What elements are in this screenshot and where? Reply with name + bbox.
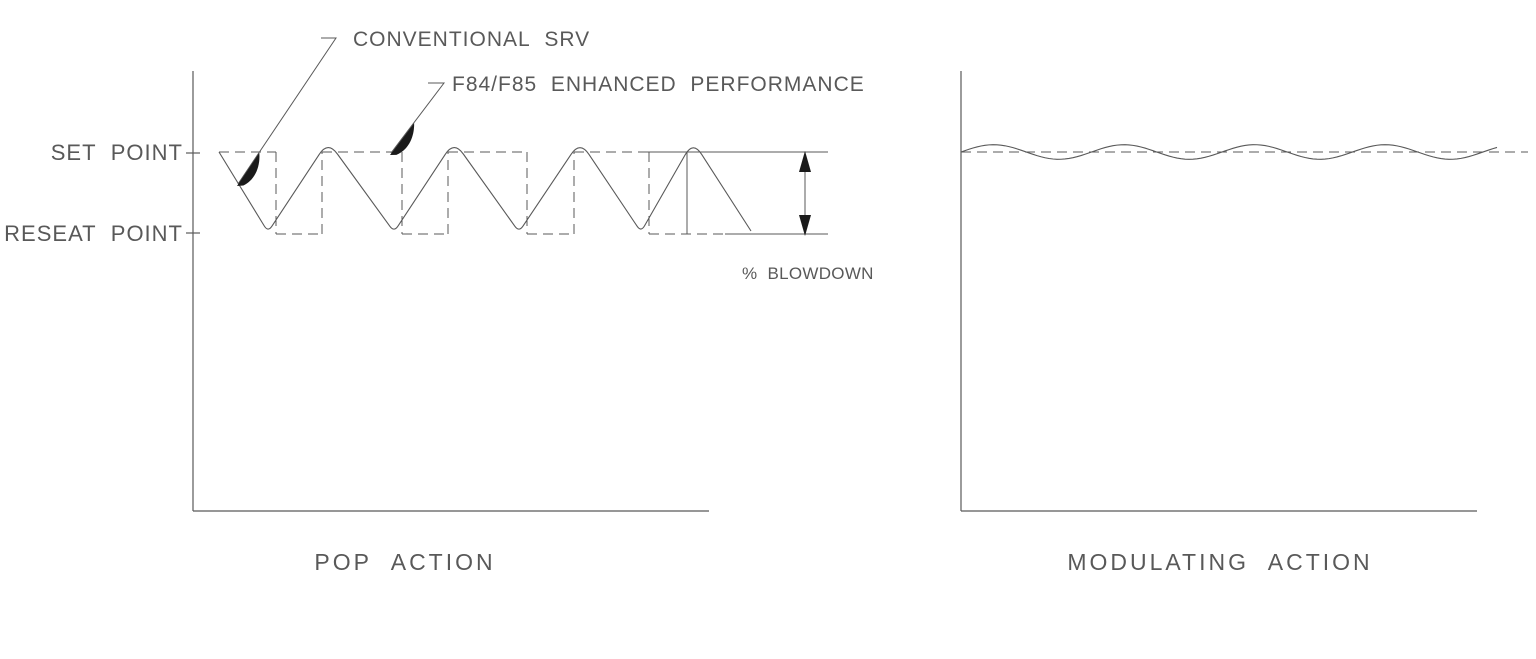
svg-text:RESEAT POINT: RESEAT POINT <box>4 221 183 246</box>
svg-text:% BLOWDOWN: % BLOWDOWN <box>742 264 874 283</box>
svg-text:SET POINT: SET POINT <box>51 140 183 165</box>
svg-text:POP ACTION: POP ACTION <box>314 549 495 575</box>
svg-text:CONVENTIONAL SRV: CONVENTIONAL SRV <box>353 28 590 51</box>
svg-text:MODULATING ACTION: MODULATING ACTION <box>1067 549 1372 575</box>
svg-text:F84/F85 ENHANCED PERFORMANCE: F84/F85 ENHANCED PERFORMANCE <box>452 73 865 96</box>
